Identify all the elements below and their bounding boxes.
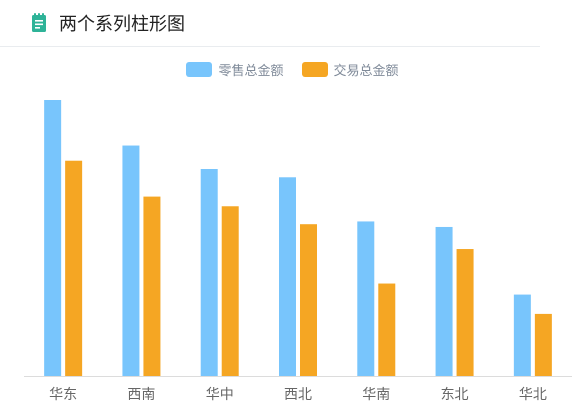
legend-label-retail: 零售总金额 (218, 64, 284, 79)
bar-retail-4[interactable] (357, 221, 375, 376)
bar-retail-0[interactable] (44, 100, 62, 376)
bar-trade-3[interactable] (300, 224, 317, 376)
bar-retail-1[interactable] (122, 145, 140, 376)
legend-swatch-trade (301, 62, 328, 77)
bar-trade-6[interactable] (534, 313, 552, 376)
bar-retail-6[interactable] (513, 294, 531, 376)
x-tick-label: 华中 (206, 387, 234, 403)
legend-item-retail[interactable]: 零售总金额 (186, 60, 284, 79)
bar-retail-3[interactable] (279, 177, 296, 376)
x-tick-label: 西北 (284, 387, 312, 403)
card-header: 两个系列柱形图 (0, 0, 540, 47)
x-tick-label: 华东 (49, 387, 77, 403)
chart-legend: 零售总金额 交易总金额 (0, 60, 585, 79)
x-tick-label: 华北 (519, 387, 547, 403)
bar-retail-5[interactable] (435, 226, 453, 376)
legend-swatch-retail (186, 62, 213, 77)
bar-trade-2[interactable] (221, 206, 239, 376)
bar-trade-1[interactable] (143, 196, 161, 376)
legend-item-trade[interactable]: 交易总金额 (301, 60, 399, 79)
x-tick-label: 东北 (441, 387, 469, 403)
bar-trade-5[interactable] (456, 249, 474, 376)
notepad-icon (31, 13, 47, 33)
bar-retail-2[interactable] (200, 169, 218, 376)
x-tick-label: 华南 (362, 387, 390, 403)
bar-trade-4[interactable] (378, 283, 396, 376)
x-tick-label: 西南 (127, 387, 155, 403)
bar-trade-0[interactable] (65, 160, 83, 376)
legend-label-trade: 交易总金额 (333, 64, 399, 79)
chart-title: 两个系列柱形图 (59, 14, 185, 35)
